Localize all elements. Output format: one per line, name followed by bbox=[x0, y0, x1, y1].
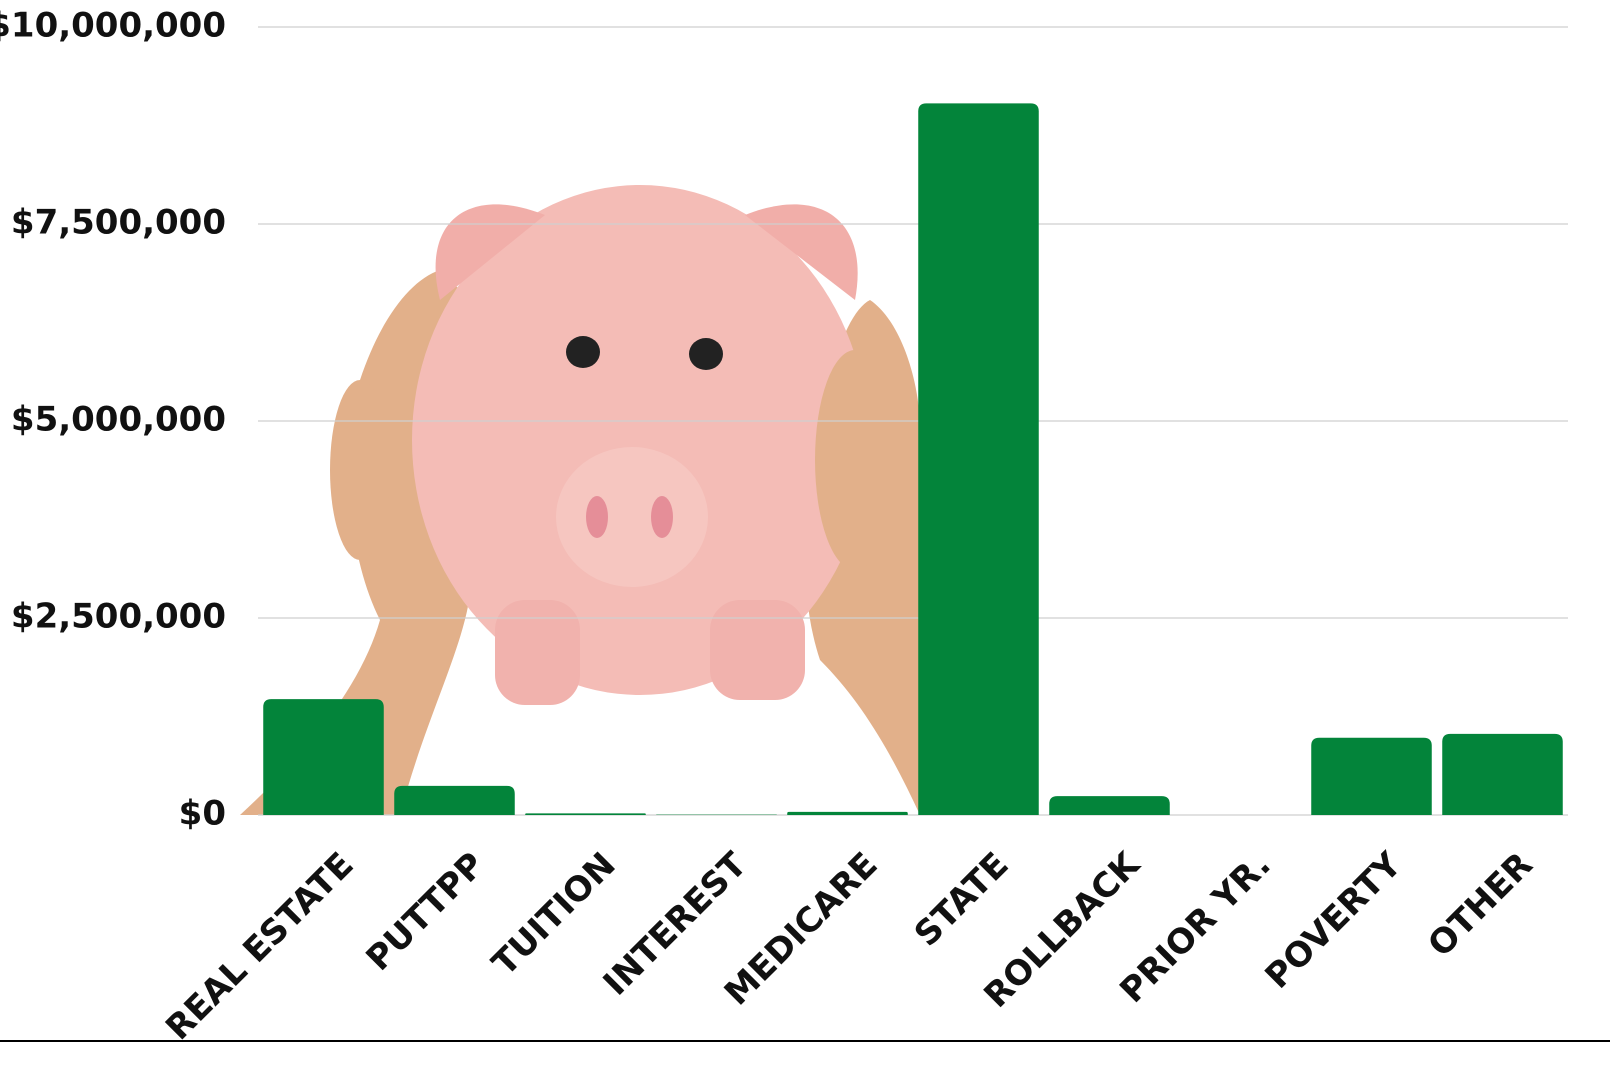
y-tick-label: $10,000,000 bbox=[0, 6, 226, 46]
x-tick-label: POVERTY bbox=[1258, 845, 1410, 997]
x-tick-label: REAL ESTATE bbox=[158, 845, 361, 1048]
bar bbox=[1311, 738, 1432, 815]
bar bbox=[1442, 734, 1563, 815]
bar bbox=[1049, 796, 1170, 815]
x-tick-label: TUITION bbox=[485, 845, 624, 984]
bar bbox=[787, 812, 908, 815]
y-tick-label: $2,500,000 bbox=[11, 597, 226, 637]
y-tick-label: $7,500,000 bbox=[11, 203, 226, 243]
chart: $0 $2,500,000 $5,000,000 $7,500,000 $10,000,… bbox=[0, 0, 1610, 1072]
x-tick-label: STATE bbox=[907, 845, 1017, 955]
bar bbox=[263, 699, 384, 815]
x-tick-label: OTHER bbox=[1420, 845, 1540, 965]
y-tick-label: $5,000,000 bbox=[11, 400, 226, 440]
bar bbox=[525, 813, 646, 815]
x-tick-label: PUTTPP bbox=[359, 845, 493, 979]
bar bbox=[918, 103, 1039, 815]
bar bbox=[394, 786, 515, 815]
y-tick-label: $0 bbox=[179, 794, 226, 834]
